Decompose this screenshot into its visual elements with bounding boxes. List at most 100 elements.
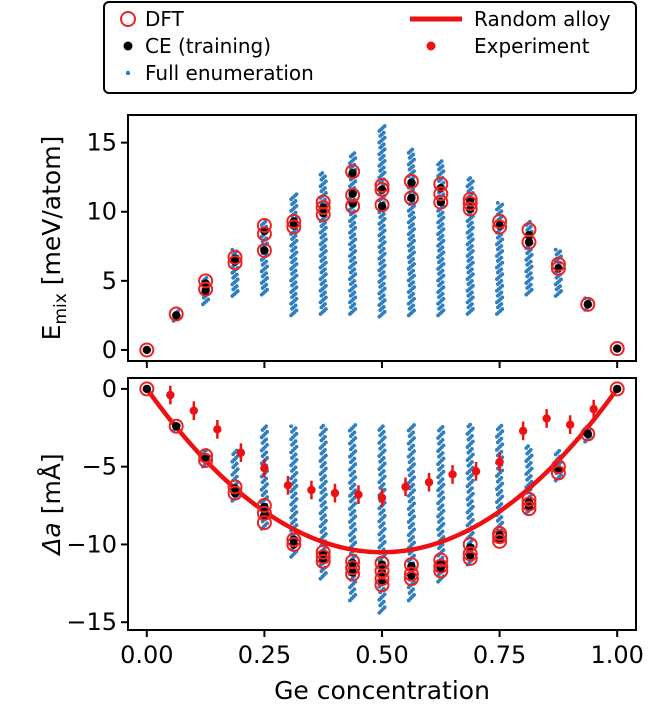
dft-point [227,255,243,271]
enum-point [440,268,445,273]
ce-point [583,429,592,439]
enum-point [412,250,416,255]
experiment-point [471,462,481,481]
enum-point [470,447,474,451]
enum-point [381,258,386,263]
enum-column [318,423,328,581]
dft-point [433,563,449,579]
enum-point [381,304,386,309]
enum-point [557,448,562,453]
enum-point [381,599,386,604]
enum-point [323,474,327,478]
enum-point [235,467,240,472]
dft-point [256,242,272,258]
enum-point [500,249,505,253]
dft-point [433,186,449,202]
enum-point [323,255,327,260]
legend-entry: DFT [120,7,185,31]
enum-point [412,169,416,174]
enum-point [411,210,416,215]
enum-point [323,174,327,179]
enum-point [293,452,298,457]
enum-point [293,199,298,203]
enum-point [381,534,386,539]
top-panel: 0 5 10 15 Emix [meV/atom] [37,114,637,368]
enum-point [323,244,327,248]
x-axis-label: Ge concentration [274,676,490,705]
enum-point [264,271,269,276]
enum-point [263,219,268,224]
enum-point [500,295,505,300]
dft-point [580,426,596,442]
dft-point [286,532,302,548]
enum-point [324,249,328,253]
enum-point [352,267,357,272]
enum-point [234,474,239,479]
enum-column [230,448,240,503]
enum-point [294,510,299,514]
enum-point [293,517,298,522]
dft-point [374,571,390,587]
enum-point [323,232,327,237]
dft-point [227,249,243,265]
enum-point [441,535,446,539]
enum-point [264,424,269,429]
enum-point [294,192,299,197]
enum-point [324,453,328,458]
enum-point [441,522,446,526]
enum-point [468,176,473,180]
y-axis-label: Δa [mÅ] [37,453,66,556]
dft-point [433,552,449,568]
experiment-marker [236,448,246,457]
enum-point [294,497,299,501]
ce-point [524,237,534,247]
y-tick-label: 10 [86,198,117,226]
y-tick-label: −10 [66,530,117,558]
enum-point [440,451,445,455]
enum-point [204,275,209,280]
enum-column [406,147,416,318]
dft-point [345,198,361,214]
enum-point [294,484,299,488]
enum-column [436,159,446,318]
experiment-point [401,477,410,497]
dft-point [374,182,390,198]
ce-point [142,384,152,394]
dft-point [374,197,390,213]
experiment-marker [354,490,363,499]
ce-point [142,345,152,355]
enum-point [294,470,299,475]
experiment-marker [589,404,598,414]
enum-point [411,456,416,461]
ce-point [407,178,416,187]
enum-point [323,278,327,283]
enum-point [470,295,475,300]
dft-point [315,549,331,565]
ce-point [201,286,210,295]
enum-point [558,284,563,288]
dft-point [403,173,419,189]
enum-point [353,540,358,545]
enum-point [440,245,445,250]
enum-point [412,449,416,454]
enum-point [324,225,328,230]
enum-point [353,462,358,467]
enum-point [500,283,505,288]
enum-point [382,513,387,518]
enum-point [353,156,358,161]
enum-point [293,439,298,444]
enum-point [470,272,475,277]
enum-point [558,249,563,254]
dft-point [374,577,390,593]
enum-point [410,147,415,152]
enum-point [324,295,328,300]
enum-point [352,535,357,539]
enum-point [440,303,445,308]
enum-point [323,526,327,531]
enum-point [294,285,299,290]
enum-point [441,308,446,313]
x-tick-label: 1.00 [590,641,643,669]
enum-point [470,225,475,230]
enum-point [411,245,416,250]
dft-point [462,550,478,566]
